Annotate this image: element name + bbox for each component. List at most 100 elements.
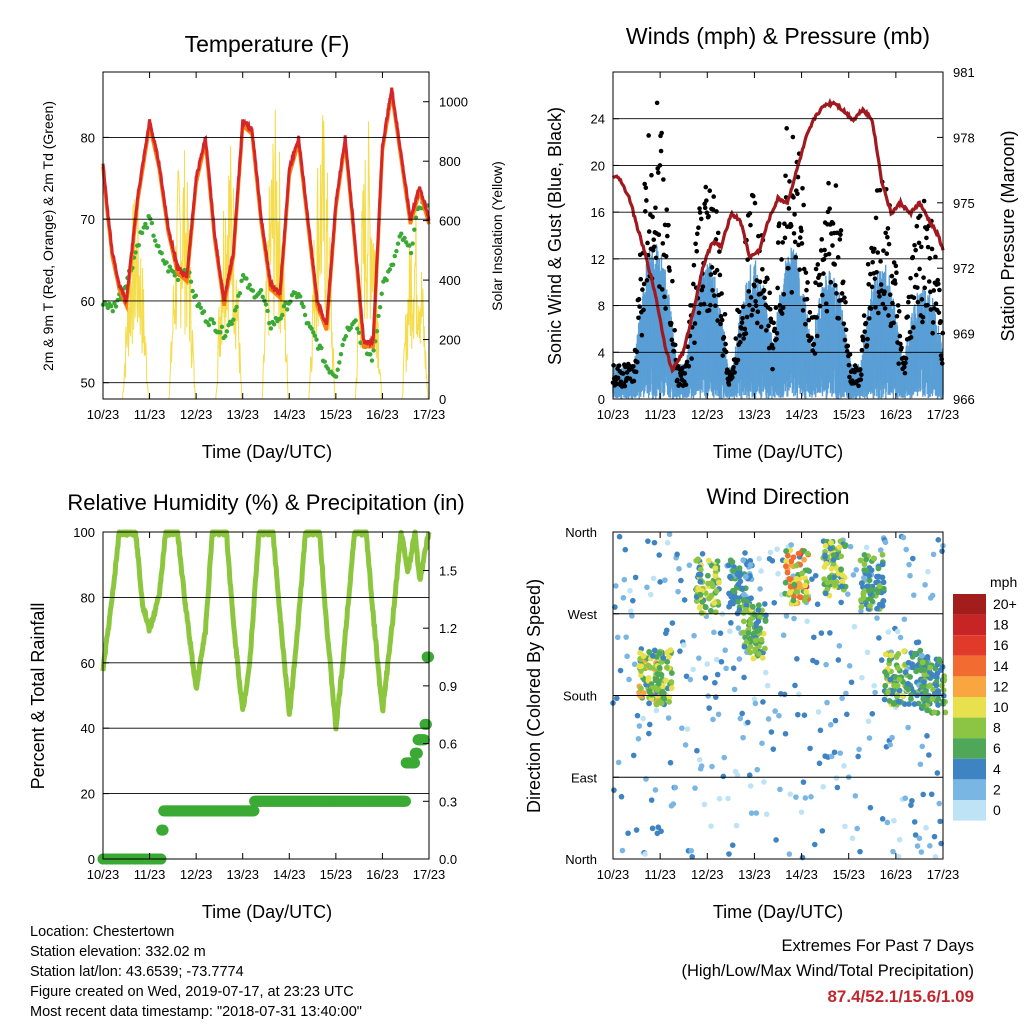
- direction-point: [706, 705, 712, 711]
- gust-point: [639, 332, 645, 338]
- extremes-box: Extremes For Past 7 Days (High/Low/Max W…: [681, 934, 974, 1009]
- gust-point: [817, 272, 822, 278]
- gust-point: [822, 247, 827, 253]
- gust-point: [689, 356, 694, 361]
- gust-point: [663, 306, 668, 311]
- direction-point: [939, 548, 945, 554]
- gust-point: [916, 240, 922, 246]
- dewpoint-point: [231, 317, 236, 322]
- direction-point: [823, 661, 829, 668]
- gust-point: [834, 291, 839, 296]
- gust-point: [921, 275, 926, 280]
- direction-point: [741, 674, 747, 681]
- legend-label: 0: [993, 802, 1001, 818]
- direction-point: [796, 580, 803, 587]
- direction-point: [838, 566, 844, 573]
- direction-point: [875, 573, 882, 580]
- direction-point: [763, 811, 770, 818]
- direction-point: [830, 560, 837, 567]
- direction-point: [776, 712, 782, 719]
- gust-point: [891, 320, 896, 326]
- direction-point: [800, 779, 807, 785]
- gust-point: [903, 360, 908, 366]
- gust-point: [899, 345, 904, 351]
- direction-point: [935, 537, 942, 543]
- gust-point: [753, 299, 758, 304]
- gust-point: [878, 282, 884, 287]
- direction-point: [711, 629, 717, 636]
- dewpoint-point: [196, 301, 202, 307]
- direction-point: [702, 603, 709, 610]
- direction-point: [680, 642, 687, 648]
- direction-point: [788, 542, 794, 548]
- direction-point: [646, 730, 652, 737]
- dewpoint-point: [387, 267, 393, 272]
- direction-point: [876, 635, 882, 641]
- direction-point: [871, 683, 877, 689]
- gust-point: [735, 357, 741, 363]
- gust-point: [863, 320, 869, 326]
- gust-point: [861, 313, 867, 318]
- direction-point: [852, 793, 859, 799]
- direction-point: [916, 835, 923, 842]
- direction-point: [676, 565, 682, 572]
- gust-point: [931, 288, 937, 293]
- gust-point: [682, 371, 688, 376]
- dewpoint-point: [301, 304, 306, 310]
- direction-point: [839, 695, 845, 702]
- gust-point: [836, 316, 842, 321]
- direction-point: [844, 591, 851, 597]
- direction-point: [911, 819, 918, 825]
- gust-point: [886, 241, 892, 247]
- gust-point: [702, 205, 708, 211]
- gust-point: [767, 290, 773, 296]
- direction-point: [797, 594, 804, 601]
- direction-point: [660, 694, 667, 701]
- gust-point: [920, 314, 926, 320]
- gust-point: [792, 212, 797, 217]
- gust-point: [615, 375, 621, 381]
- humidity-plot-area: [97, 529, 435, 865]
- direction-point: [698, 610, 705, 616]
- direction-point: [931, 833, 938, 840]
- gust-point: [873, 215, 879, 221]
- gust-point: [641, 281, 647, 287]
- gust-point: [800, 185, 805, 191]
- direction-point: [622, 546, 629, 553]
- direction-point: [851, 623, 858, 630]
- dewpoint-point: [258, 287, 264, 293]
- direction-point: [824, 699, 830, 706]
- direction-point: [651, 539, 658, 546]
- dewpoint-point: [139, 230, 145, 236]
- direction-point: [897, 634, 904, 641]
- y-tick-label: 50: [81, 376, 95, 391]
- direction-point: [747, 616, 754, 623]
- direction-point: [728, 620, 734, 626]
- direction-point: [694, 747, 700, 754]
- direction-point: [846, 663, 853, 669]
- gust-point: [711, 194, 716, 199]
- gust-point: [743, 331, 749, 336]
- dewpoint-point: [407, 243, 412, 248]
- gust-point: [770, 366, 775, 372]
- dewpoint-point: [239, 278, 244, 284]
- direction-point: [737, 571, 744, 578]
- y-tick-label: West: [568, 607, 598, 622]
- direction-point: [942, 709, 949, 716]
- gust-point: [711, 293, 717, 298]
- direction-point: [911, 701, 918, 707]
- gust-point: [709, 265, 715, 270]
- direction-point: [929, 696, 936, 703]
- gust-point: [641, 307, 646, 313]
- direction-point: [839, 578, 846, 585]
- gust-point: [696, 310, 702, 316]
- direction-point: [713, 588, 720, 594]
- direction-point: [642, 851, 648, 857]
- gust-point: [692, 321, 698, 326]
- gust-point: [938, 353, 944, 358]
- y-tick-label: 40: [81, 721, 95, 736]
- gust-point: [795, 174, 801, 180]
- direction-point: [697, 566, 704, 573]
- direction-point: [759, 654, 766, 661]
